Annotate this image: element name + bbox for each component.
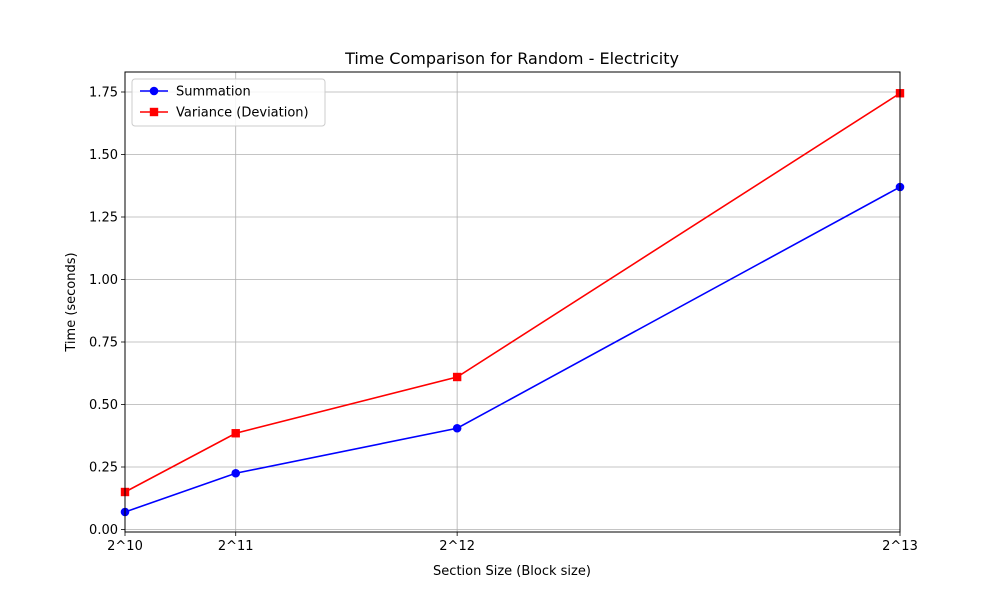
legend: Summation Variance (Deviation) <box>131 78 326 127</box>
series-line <box>124 186 901 513</box>
series-line <box>124 92 901 493</box>
x-tick-label: 2^13 <box>882 539 918 554</box>
y-tick-label: 1.25 <box>89 211 118 226</box>
legend-marker-circle <box>149 86 159 96</box>
y-tick-label: 0.75 <box>89 336 118 351</box>
x-axis-title: Section Size (Block size) <box>433 564 591 579</box>
data-point-square <box>231 429 240 438</box>
plot-frame <box>124 71 901 533</box>
y-tick-label: 1.75 <box>89 86 118 101</box>
y-tick-label: 1.00 <box>89 273 118 288</box>
legend-box <box>131 78 326 127</box>
legend-item: Summation <box>140 85 251 100</box>
grid <box>124 72 901 532</box>
legend-item: Variance (Deviation) <box>140 106 309 121</box>
y-tick-label: 0.25 <box>89 461 118 476</box>
x-tick-label: 2^11 <box>218 539 254 554</box>
data-point-circle <box>452 423 462 433</box>
y-axis-title: Time (seconds) <box>64 252 79 352</box>
legend-label: Summation <box>176 85 251 100</box>
legend-label: Variance (Deviation) <box>176 106 309 121</box>
chart-title: Time Comparison for Random - Electricity <box>344 49 679 68</box>
series-summation <box>120 182 905 517</box>
x-tick-label: 2^12 <box>439 539 475 554</box>
axis-ticks: 2^10 2^11 2^12 2^13 0.00 0.25 0.50 0.75 1.00 1.25… <box>89 86 918 555</box>
legend-marker-square <box>149 107 159 117</box>
data-point-circle <box>231 468 241 478</box>
y-tick-label: 0.00 <box>89 523 118 538</box>
y-tick-label: 0.50 <box>89 398 118 413</box>
data-point-square <box>452 372 462 382</box>
x-tick-label: 2^10 <box>107 539 143 554</box>
y-tick-label: 1.50 <box>89 148 118 163</box>
